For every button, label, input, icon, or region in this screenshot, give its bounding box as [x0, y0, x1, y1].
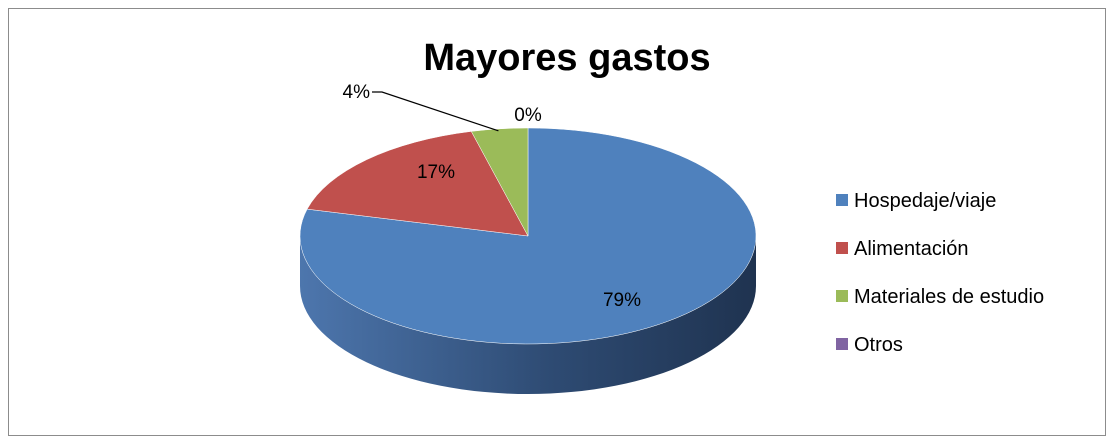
- pie-side-hospedaje-viaje: [300, 236, 756, 394]
- leader-line-materiales-de-estudio: [372, 91, 499, 132]
- pie-sides: [300, 236, 756, 394]
- pie-tops: [299, 127, 757, 345]
- legend-label-alimentacion: Alimentación: [854, 238, 969, 260]
- legend: Hospedaje/viaje Alimentación Materiales de…: [836, 190, 1044, 356]
- legend-swatch-alimentacion: [836, 242, 848, 254]
- legend-label-hospedaje-viaje: Hospedaje/viaje: [854, 190, 996, 212]
- data-label-materiales-de-estudio: 4%: [343, 82, 371, 103]
- data-label-otros: 0%: [514, 105, 542, 126]
- data-label-alimentacion: 17%: [417, 162, 455, 183]
- chart-title: Mayores gastos: [423, 37, 710, 79]
- pie-slice-alimentacion: [306, 131, 529, 237]
- legend-swatch-hospedaje-viaje: [836, 194, 848, 206]
- data-labels: 79% 17% 4% 0%: [343, 82, 642, 311]
- pie-slice-materiales-de-estudio: [470, 127, 529, 237]
- legend-label-otros: Otros: [854, 334, 903, 356]
- legend-swatch-materiales-de-estudio: [836, 290, 848, 302]
- legend-label-materiales-de-estudio: Materiales de estudio: [854, 286, 1044, 308]
- data-label-hospedaje-viaje: 79%: [603, 290, 641, 311]
- legend-swatch-otros: [836, 338, 848, 350]
